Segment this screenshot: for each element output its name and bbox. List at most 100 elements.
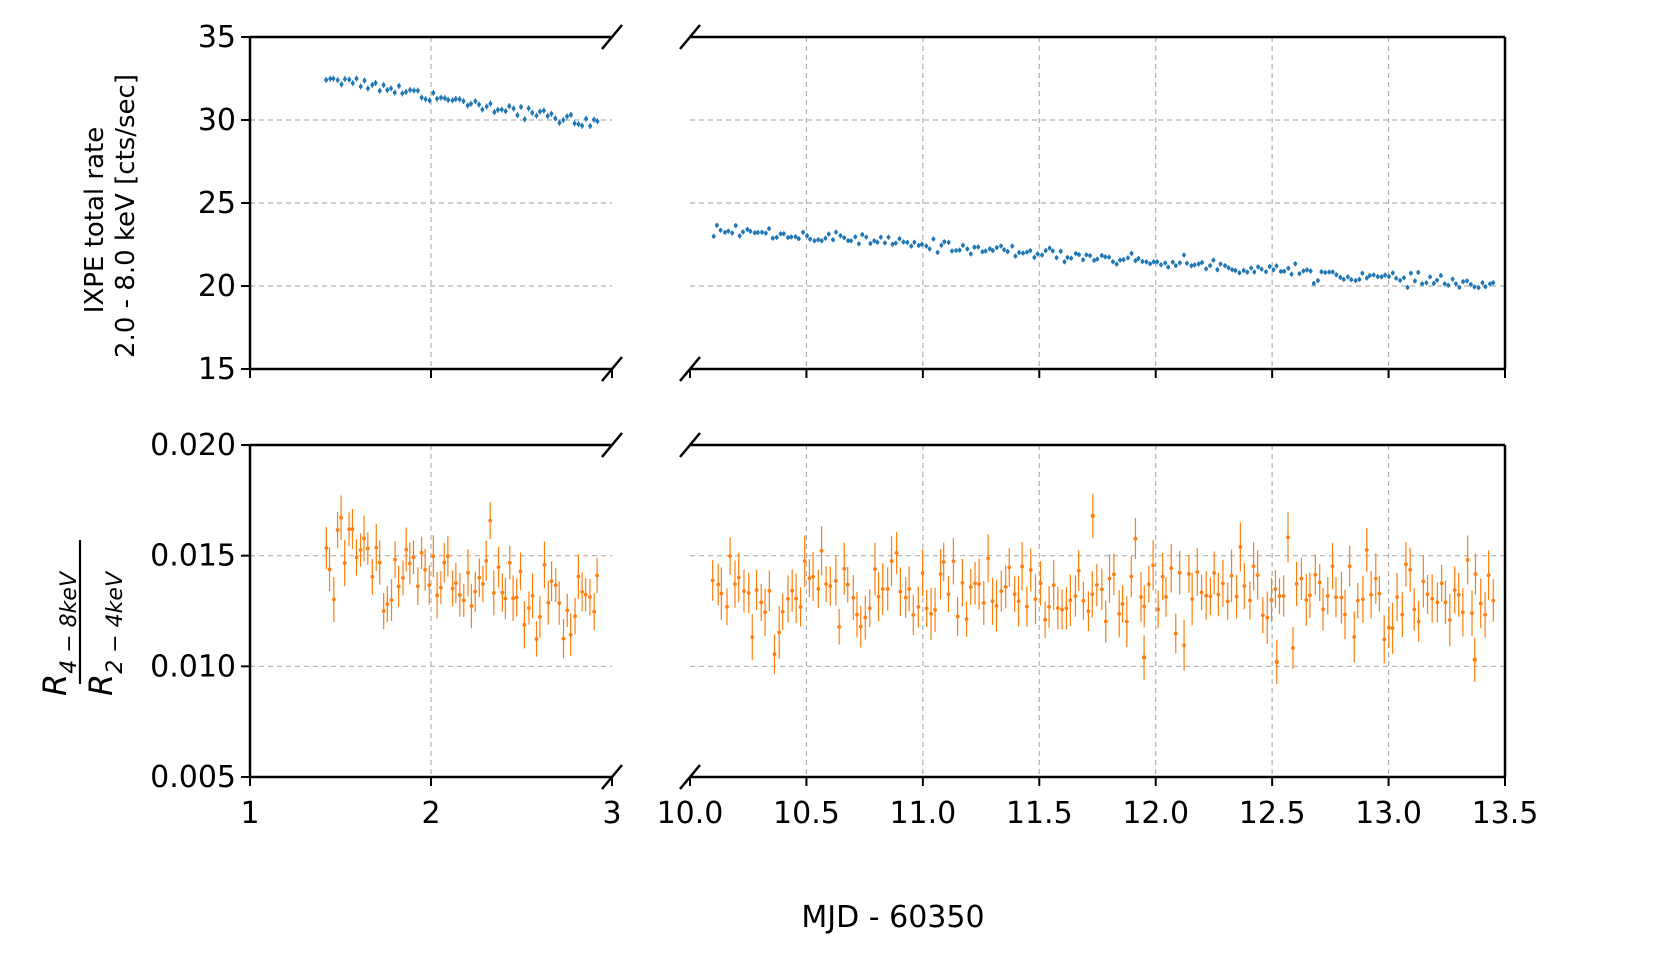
- rate-point: [1249, 266, 1254, 270]
- ratio-point: [1229, 573, 1234, 578]
- rate-point: [1267, 264, 1272, 269]
- rate-point: [823, 236, 828, 241]
- rate-point: [545, 114, 550, 118]
- ratio-point: [1361, 597, 1365, 602]
- ratio-point: [1421, 579, 1426, 584]
- ratio-point: [370, 574, 375, 579]
- rate-point: [480, 107, 485, 112]
- ratio-point: [1313, 572, 1318, 577]
- rate-point: [1062, 259, 1067, 264]
- rate-point: [1289, 272, 1294, 277]
- rate-point: [1405, 285, 1410, 290]
- ratio-point: [557, 601, 562, 606]
- rate-point: [808, 237, 812, 242]
- rate-point: [1092, 258, 1097, 263]
- ratio-point: [1355, 598, 1360, 603]
- ratio-point: [354, 555, 359, 560]
- ratio-point: [1094, 583, 1099, 587]
- break-mark-tl-r0: [601, 24, 623, 50]
- rate-point: [492, 110, 497, 115]
- rate-point: [778, 232, 783, 236]
- ratio-point: [1286, 535, 1290, 540]
- rate-point: [868, 241, 873, 246]
- ratio-point: [1460, 610, 1465, 615]
- rate-point: [1341, 277, 1346, 282]
- rate-point: [465, 103, 470, 108]
- rate-point: [1319, 269, 1324, 274]
- ratio-point: [466, 570, 470, 575]
- ratio-point: [777, 630, 782, 635]
- rate-point: [1360, 271, 1365, 276]
- ratio-point: [1255, 573, 1260, 577]
- ylabel-num: R: [36, 674, 74, 696]
- rate-point: [834, 230, 838, 235]
- rate-point: [1367, 273, 1372, 278]
- rate-point: [499, 107, 504, 112]
- rate-point: [838, 233, 843, 238]
- rate-point: [1282, 269, 1287, 274]
- ratio-point: [1068, 598, 1073, 603]
- rate-point: [1163, 261, 1168, 265]
- rate-point: [541, 108, 546, 113]
- xlabel: MJD - 60350: [801, 900, 984, 935]
- bottom-ylabel: R4 − 8keV R2 − 4keV: [36, 540, 128, 696]
- rate-point: [1364, 276, 1369, 280]
- ratio-point: [772, 652, 777, 657]
- ratio-point: [407, 561, 412, 566]
- ratio-point: [473, 589, 478, 594]
- rate-point: [1394, 276, 1399, 281]
- ratio-point: [828, 584, 833, 589]
- ratio-point: [1055, 606, 1060, 610]
- rate-point: [831, 237, 835, 242]
- ratio-point: [1330, 564, 1335, 569]
- rate-point: [439, 95, 443, 100]
- rate-point: [726, 229, 731, 234]
- ratio-point: [763, 610, 767, 615]
- rate-point: [1457, 285, 1462, 290]
- rate-point: [1483, 284, 1488, 289]
- rate-point: [819, 238, 824, 243]
- ratio-point: [435, 593, 440, 598]
- ytick-label-top-0: 35: [198, 20, 236, 55]
- rate-point: [561, 118, 566, 122]
- ratio-point: [327, 567, 332, 572]
- ratio-point: [938, 572, 943, 577]
- rate-point: [893, 241, 898, 246]
- ratio-point: [507, 560, 512, 565]
- ratio-point: [802, 559, 807, 564]
- rate-point: [1293, 261, 1298, 266]
- ratio-point: [1090, 592, 1095, 597]
- ratio-point: [999, 589, 1004, 593]
- ratio-point: [1234, 594, 1239, 599]
- rate-point: [1144, 259, 1149, 264]
- ratio-point: [1317, 580, 1322, 585]
- ratio-point: [514, 595, 519, 600]
- ratio-point: [733, 582, 737, 586]
- xtick-label-bl-1: 2: [421, 796, 440, 831]
- rate-point: [1357, 277, 1362, 282]
- ratio-point: [1472, 657, 1477, 662]
- rate-point: [999, 244, 1003, 248]
- rate-point: [526, 106, 531, 111]
- rate-point: [1480, 280, 1485, 285]
- rate-point: [354, 76, 359, 81]
- ratio-point: [389, 598, 394, 602]
- ratio-point: [595, 573, 599, 578]
- rate-point: [404, 90, 408, 94]
- ratio-point: [488, 518, 493, 523]
- rate-point: [1118, 258, 1122, 263]
- ratio-point: [746, 591, 751, 595]
- rate-point: [756, 230, 760, 235]
- ratio-point: [339, 515, 343, 520]
- rate-point: [1173, 263, 1178, 268]
- ratio-point: [780, 609, 785, 614]
- rate-point: [1215, 267, 1220, 272]
- rate-point: [805, 233, 809, 238]
- rate-point: [503, 109, 508, 114]
- ratio-point: [1452, 588, 1457, 592]
- rate-point: [1375, 274, 1380, 279]
- rate-point: [1327, 270, 1332, 274]
- rate-point: [549, 111, 554, 116]
